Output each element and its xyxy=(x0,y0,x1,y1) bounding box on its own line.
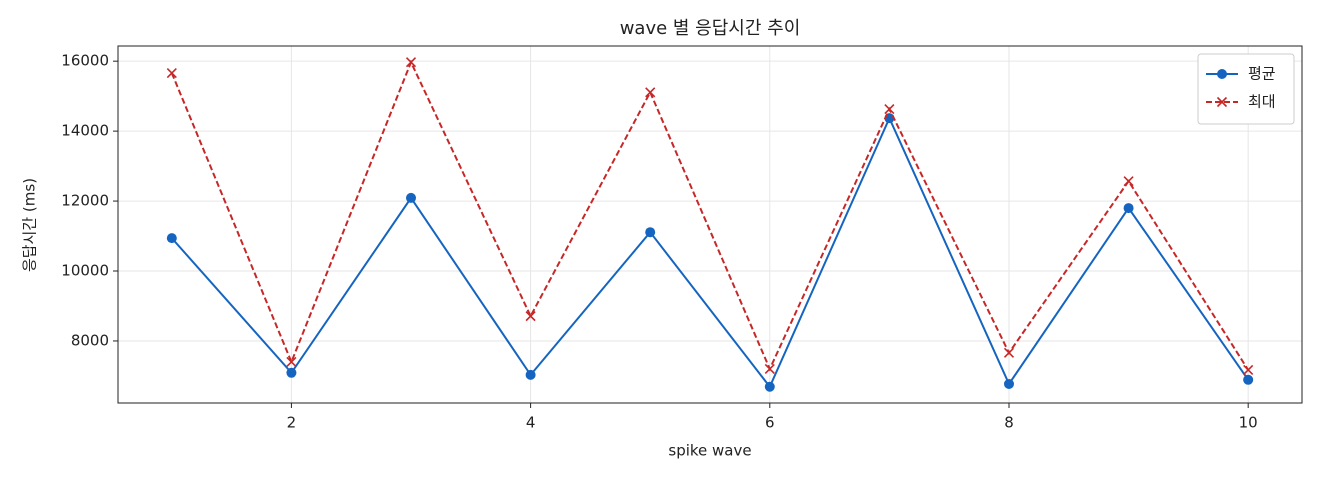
x-tick-label: 2 xyxy=(287,414,297,432)
marker xyxy=(1123,176,1134,187)
marker xyxy=(1003,347,1015,358)
plot-frame xyxy=(117,45,1303,404)
marker xyxy=(764,381,775,392)
y-tick-label: 8000 xyxy=(71,331,109,349)
x-tick-label: 6 xyxy=(765,414,775,432)
marker xyxy=(1123,203,1134,214)
legend-label: 최대 xyxy=(1248,93,1276,111)
series-line xyxy=(170,59,1250,372)
x-tick-label: 4 xyxy=(526,414,536,432)
marker xyxy=(1003,378,1014,389)
marker xyxy=(645,87,656,98)
marker xyxy=(406,192,417,203)
marker xyxy=(1243,364,1254,376)
legend-label: 평균 xyxy=(1248,65,1276,83)
marker xyxy=(525,369,536,380)
marker xyxy=(764,363,775,375)
y-tick-label: 10000 xyxy=(61,262,109,280)
marker xyxy=(1243,374,1254,385)
y-tick-label: 12000 xyxy=(61,192,109,210)
marker xyxy=(286,367,297,378)
marker xyxy=(884,104,895,115)
x-tick-label: 8 xyxy=(1004,414,1014,432)
marker xyxy=(645,227,656,238)
marker xyxy=(286,356,297,368)
marker xyxy=(166,233,177,244)
x-axis-label: spike wave xyxy=(668,442,751,460)
chart-title: wave 별 응답시간 추이 xyxy=(620,18,801,39)
x-tick-label: 10 xyxy=(1239,414,1258,432)
marker xyxy=(405,57,417,68)
legend-marker xyxy=(1217,69,1227,79)
y-tick-label: 14000 xyxy=(61,122,109,140)
marker xyxy=(525,311,536,322)
y-axis-label: 응답시간 (ms) xyxy=(21,178,39,272)
legend-box xyxy=(1197,53,1295,125)
y-tick-label: 16000 xyxy=(61,52,109,70)
series-line xyxy=(171,115,1250,389)
marker xyxy=(166,68,177,79)
legend-marker xyxy=(1216,96,1228,108)
